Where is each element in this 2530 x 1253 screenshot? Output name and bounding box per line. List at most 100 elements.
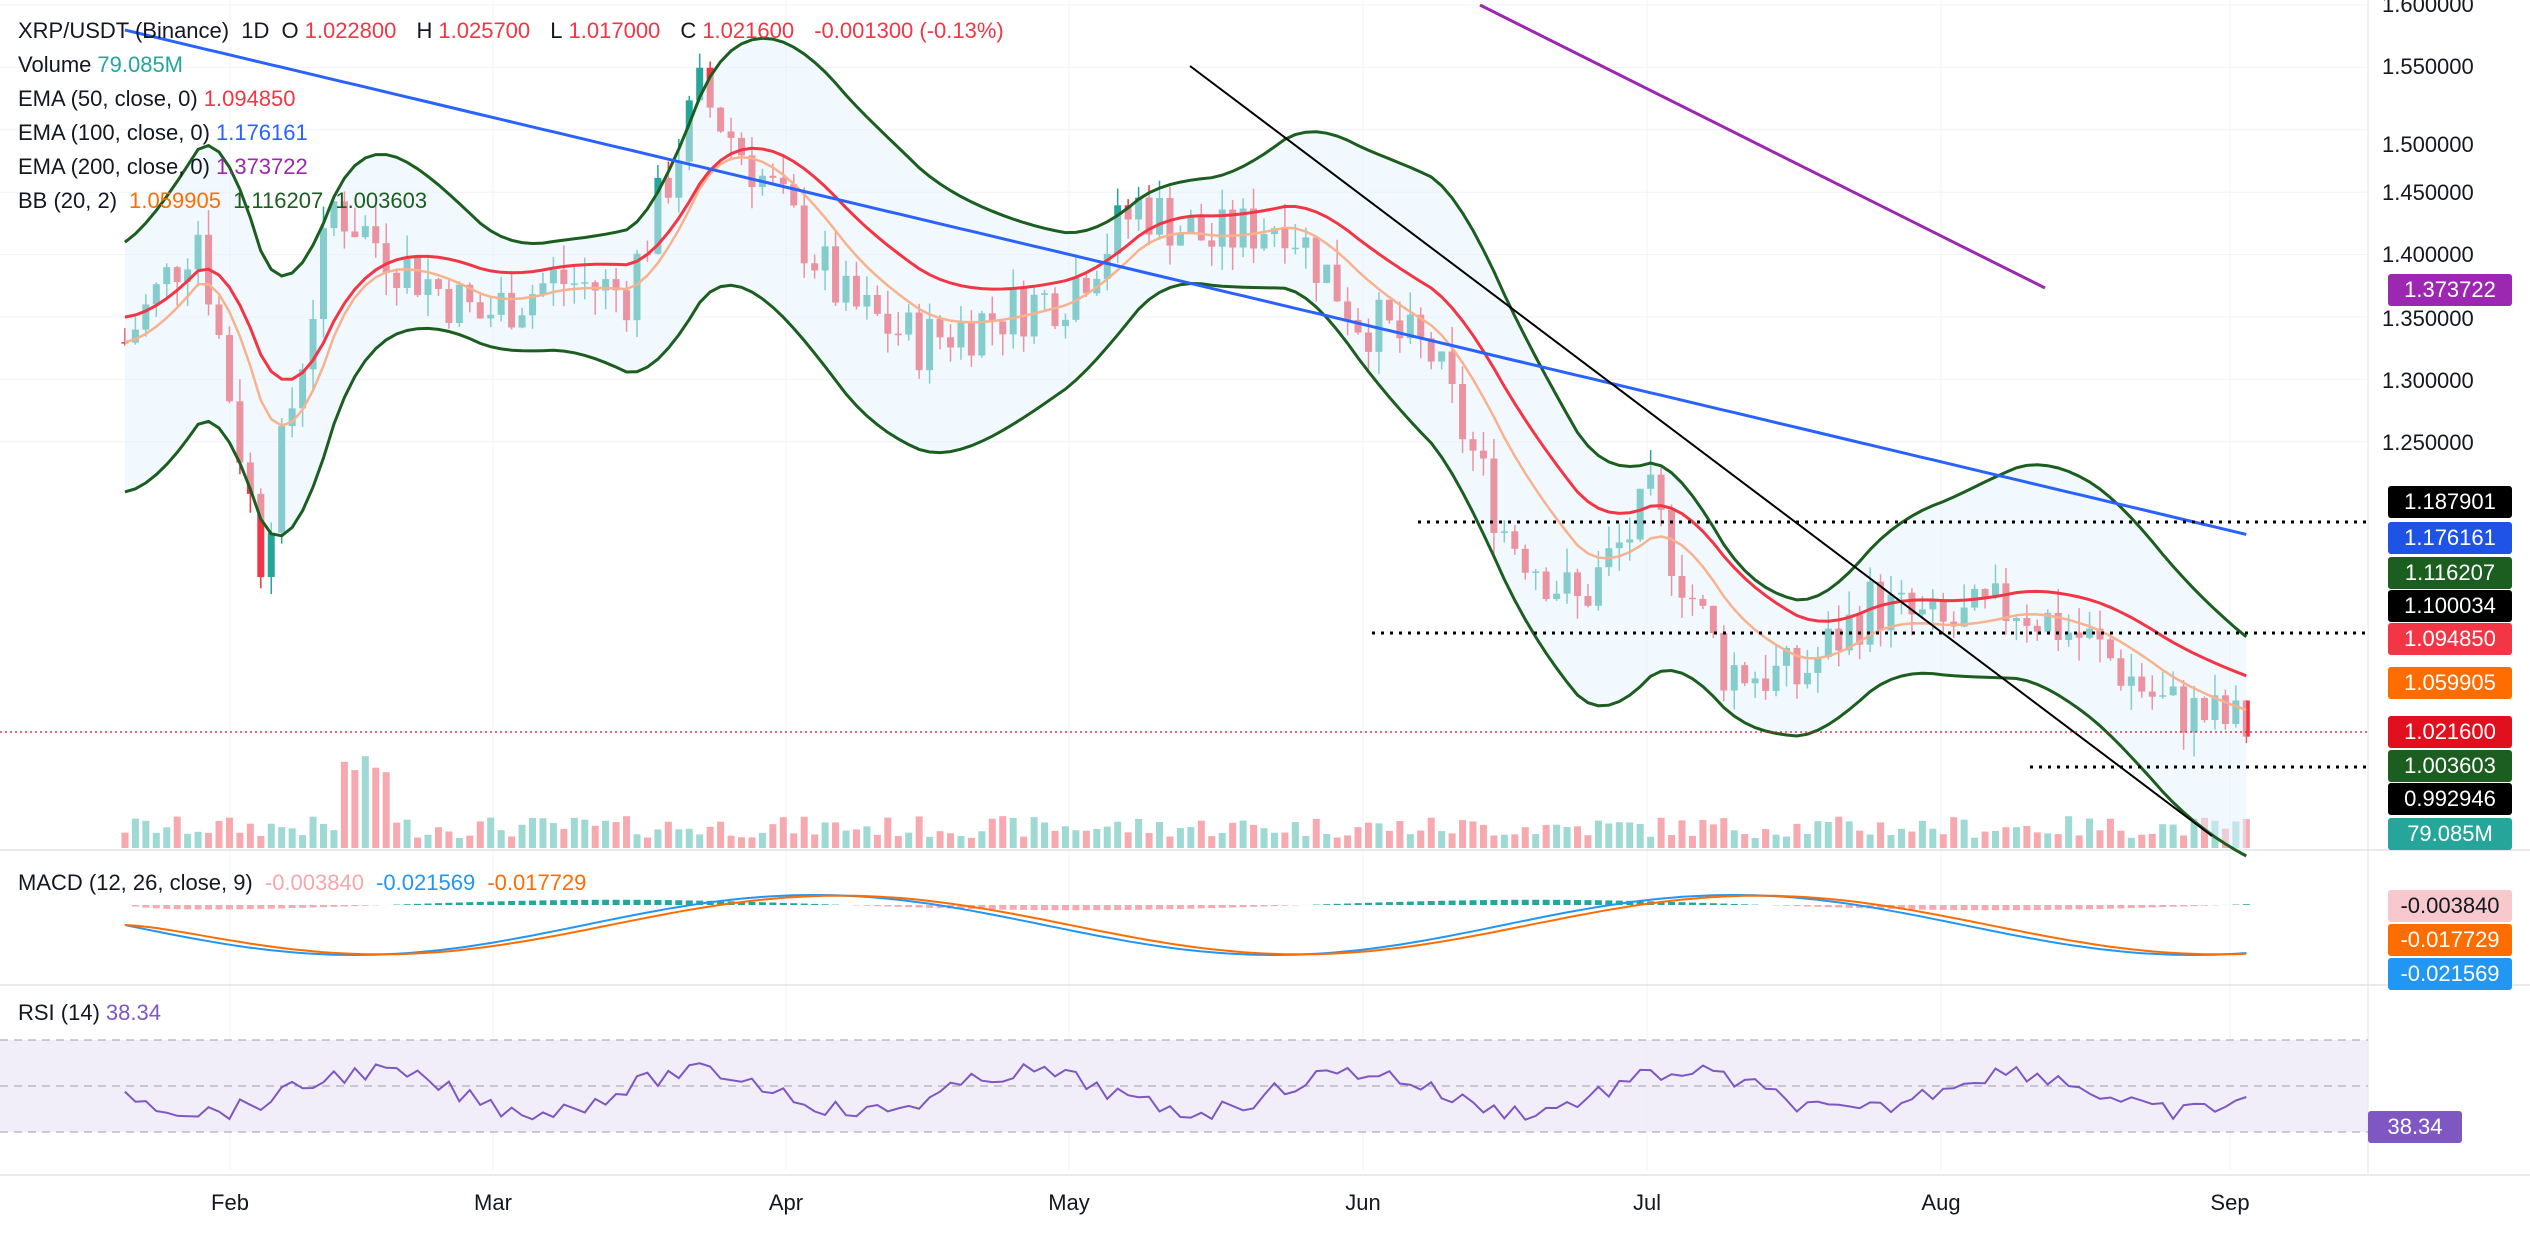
legend-bb[interactable]: BB (20, 2) 1.059905 1.116207 1.003603 — [18, 188, 428, 213]
macd-histogram-bar — [351, 905, 359, 907]
volume-bar — [1845, 821, 1853, 848]
volume-bar — [863, 826, 871, 848]
macd-histogram-bar — [1270, 905, 1278, 907]
volume-bar — [1270, 832, 1278, 848]
macd-histogram-bar — [758, 902, 766, 905]
volume-bar — [664, 821, 672, 848]
volume-bar — [1803, 833, 1811, 848]
volume-bar — [675, 829, 683, 848]
price-axis-label: 1.400000 — [2382, 242, 2474, 267]
macd-histogram-bar — [131, 905, 139, 907]
macd-histogram-bar — [779, 902, 787, 905]
trend-line — [1189, 65, 2213, 837]
volume-bar — [1344, 835, 1352, 848]
time-axis-label: Jun — [1345, 1190, 1381, 1215]
volume-bar — [1156, 821, 1163, 848]
volume-bar — [769, 824, 777, 848]
signal-line — [124, 894, 2247, 956]
volume-bar — [790, 833, 798, 848]
volume-bar — [1365, 822, 1372, 848]
volume-bar — [278, 827, 286, 848]
macd-histogram-bar — [497, 901, 505, 905]
volume-bar — [466, 835, 474, 848]
macd-histogram-bar — [2075, 905, 2083, 910]
volume-bar — [1009, 817, 1017, 848]
macd-histogram-bar — [1939, 905, 1947, 910]
volume-bar — [821, 822, 829, 848]
macd-histogram-bar — [1103, 905, 1111, 911]
price-axis-label: 1.300000 — [2382, 368, 2474, 393]
legend-ema200[interactable]: EMA (200, close, 0) 1.373722 — [18, 154, 308, 179]
volume-bar — [1553, 824, 1561, 848]
macd-histogram-bar — [2106, 905, 2114, 909]
macd-histogram-bar — [1856, 905, 1864, 909]
macd-histogram-bar — [1365, 902, 1372, 905]
macd-histogram-bar — [1908, 905, 1916, 910]
legend-macd[interactable]: MACD (12, 26, close, 9) -0.003840 -0.021… — [18, 870, 587, 895]
macd-histogram-bar — [1135, 905, 1143, 910]
volume-bar — [1250, 825, 1258, 848]
candle-body — [267, 532, 275, 578]
volume-bar — [1020, 836, 1028, 848]
macd-histogram-bar — [2086, 905, 2094, 910]
macd-histogram-bar — [1532, 899, 1540, 905]
volume-bar — [1041, 822, 1049, 848]
macd-histogram-bar — [424, 903, 432, 905]
volume-bar — [236, 832, 244, 848]
volume-bar — [1856, 830, 1864, 848]
time-axis-label: Feb — [211, 1190, 249, 1215]
macd-histogram-bar — [340, 905, 348, 907]
volume-bar — [361, 756, 369, 848]
volume-bar — [1281, 832, 1289, 848]
macd-histogram-bar — [1166, 905, 1174, 910]
volume-bar — [936, 831, 944, 848]
legend-ema100[interactable]: EMA (100, close, 0) 1.176161 — [18, 120, 308, 145]
macd-histogram-bar — [2180, 905, 2188, 907]
volume-bar — [1960, 819, 1968, 848]
legend-rsi[interactable]: RSI (14) 38.34 — [18, 1000, 161, 1025]
volume-bar — [591, 825, 599, 848]
macd-histogram-bar — [1542, 899, 1550, 905]
macd-histogram-bar — [581, 899, 589, 905]
volume-bar — [382, 772, 390, 848]
price-tag-last: 1.021600 — [2388, 716, 2512, 748]
macd-histogram-bar — [1051, 905, 1059, 911]
volume-bar — [717, 821, 725, 848]
macd-histogram-bar — [2242, 904, 2250, 905]
legend-ema50[interactable]: EMA (50, close, 0) 1.094850 — [18, 86, 296, 111]
macd-histogram-bar — [570, 899, 578, 905]
volume-bar — [1678, 820, 1686, 848]
volume-bar — [2086, 818, 2094, 848]
volume-bar — [1814, 821, 1822, 848]
macd-histogram-bar — [1396, 901, 1404, 905]
volume-bar — [894, 836, 902, 848]
volume-bar — [1992, 831, 1999, 848]
volume-bar — [748, 837, 756, 848]
macd-histogram-bar — [1636, 901, 1644, 905]
volume-bar — [1741, 834, 1749, 848]
macd-histogram-bar — [2065, 905, 2073, 910]
volume-bar — [1574, 826, 1581, 848]
volume-bar — [2012, 827, 2020, 848]
volume-bar — [1103, 826, 1111, 848]
volume-bar — [2190, 818, 2198, 848]
candle-body — [257, 493, 265, 578]
macd-histogram-bar — [821, 904, 829, 905]
volume-bar — [1793, 823, 1801, 848]
price-tag-ema50: 1.094850 — [2388, 623, 2512, 655]
volume-bar — [1929, 828, 1937, 848]
legend-volume[interactable]: Volume 79.085M — [18, 52, 184, 77]
price-tag-volume: 79.085M — [2388, 818, 2512, 850]
volume-bar — [1197, 820, 1205, 848]
volume-bar — [706, 826, 714, 848]
macd-histogram-bar — [1344, 903, 1352, 905]
macd-histogram-bar — [1250, 905, 1258, 907]
volume-bar — [497, 830, 505, 848]
macd-histogram-bar — [1385, 902, 1393, 905]
macd-histogram-bar — [1375, 902, 1383, 905]
macd-histogram-bar — [1093, 905, 1101, 911]
volume-bar — [1511, 834, 1519, 848]
price-tag-bb-upper: 1.116207 — [2388, 557, 2512, 589]
symbol-header: XRP/USDT (Binance) 1D O 1.022800 H 1.02570… — [18, 18, 1004, 43]
